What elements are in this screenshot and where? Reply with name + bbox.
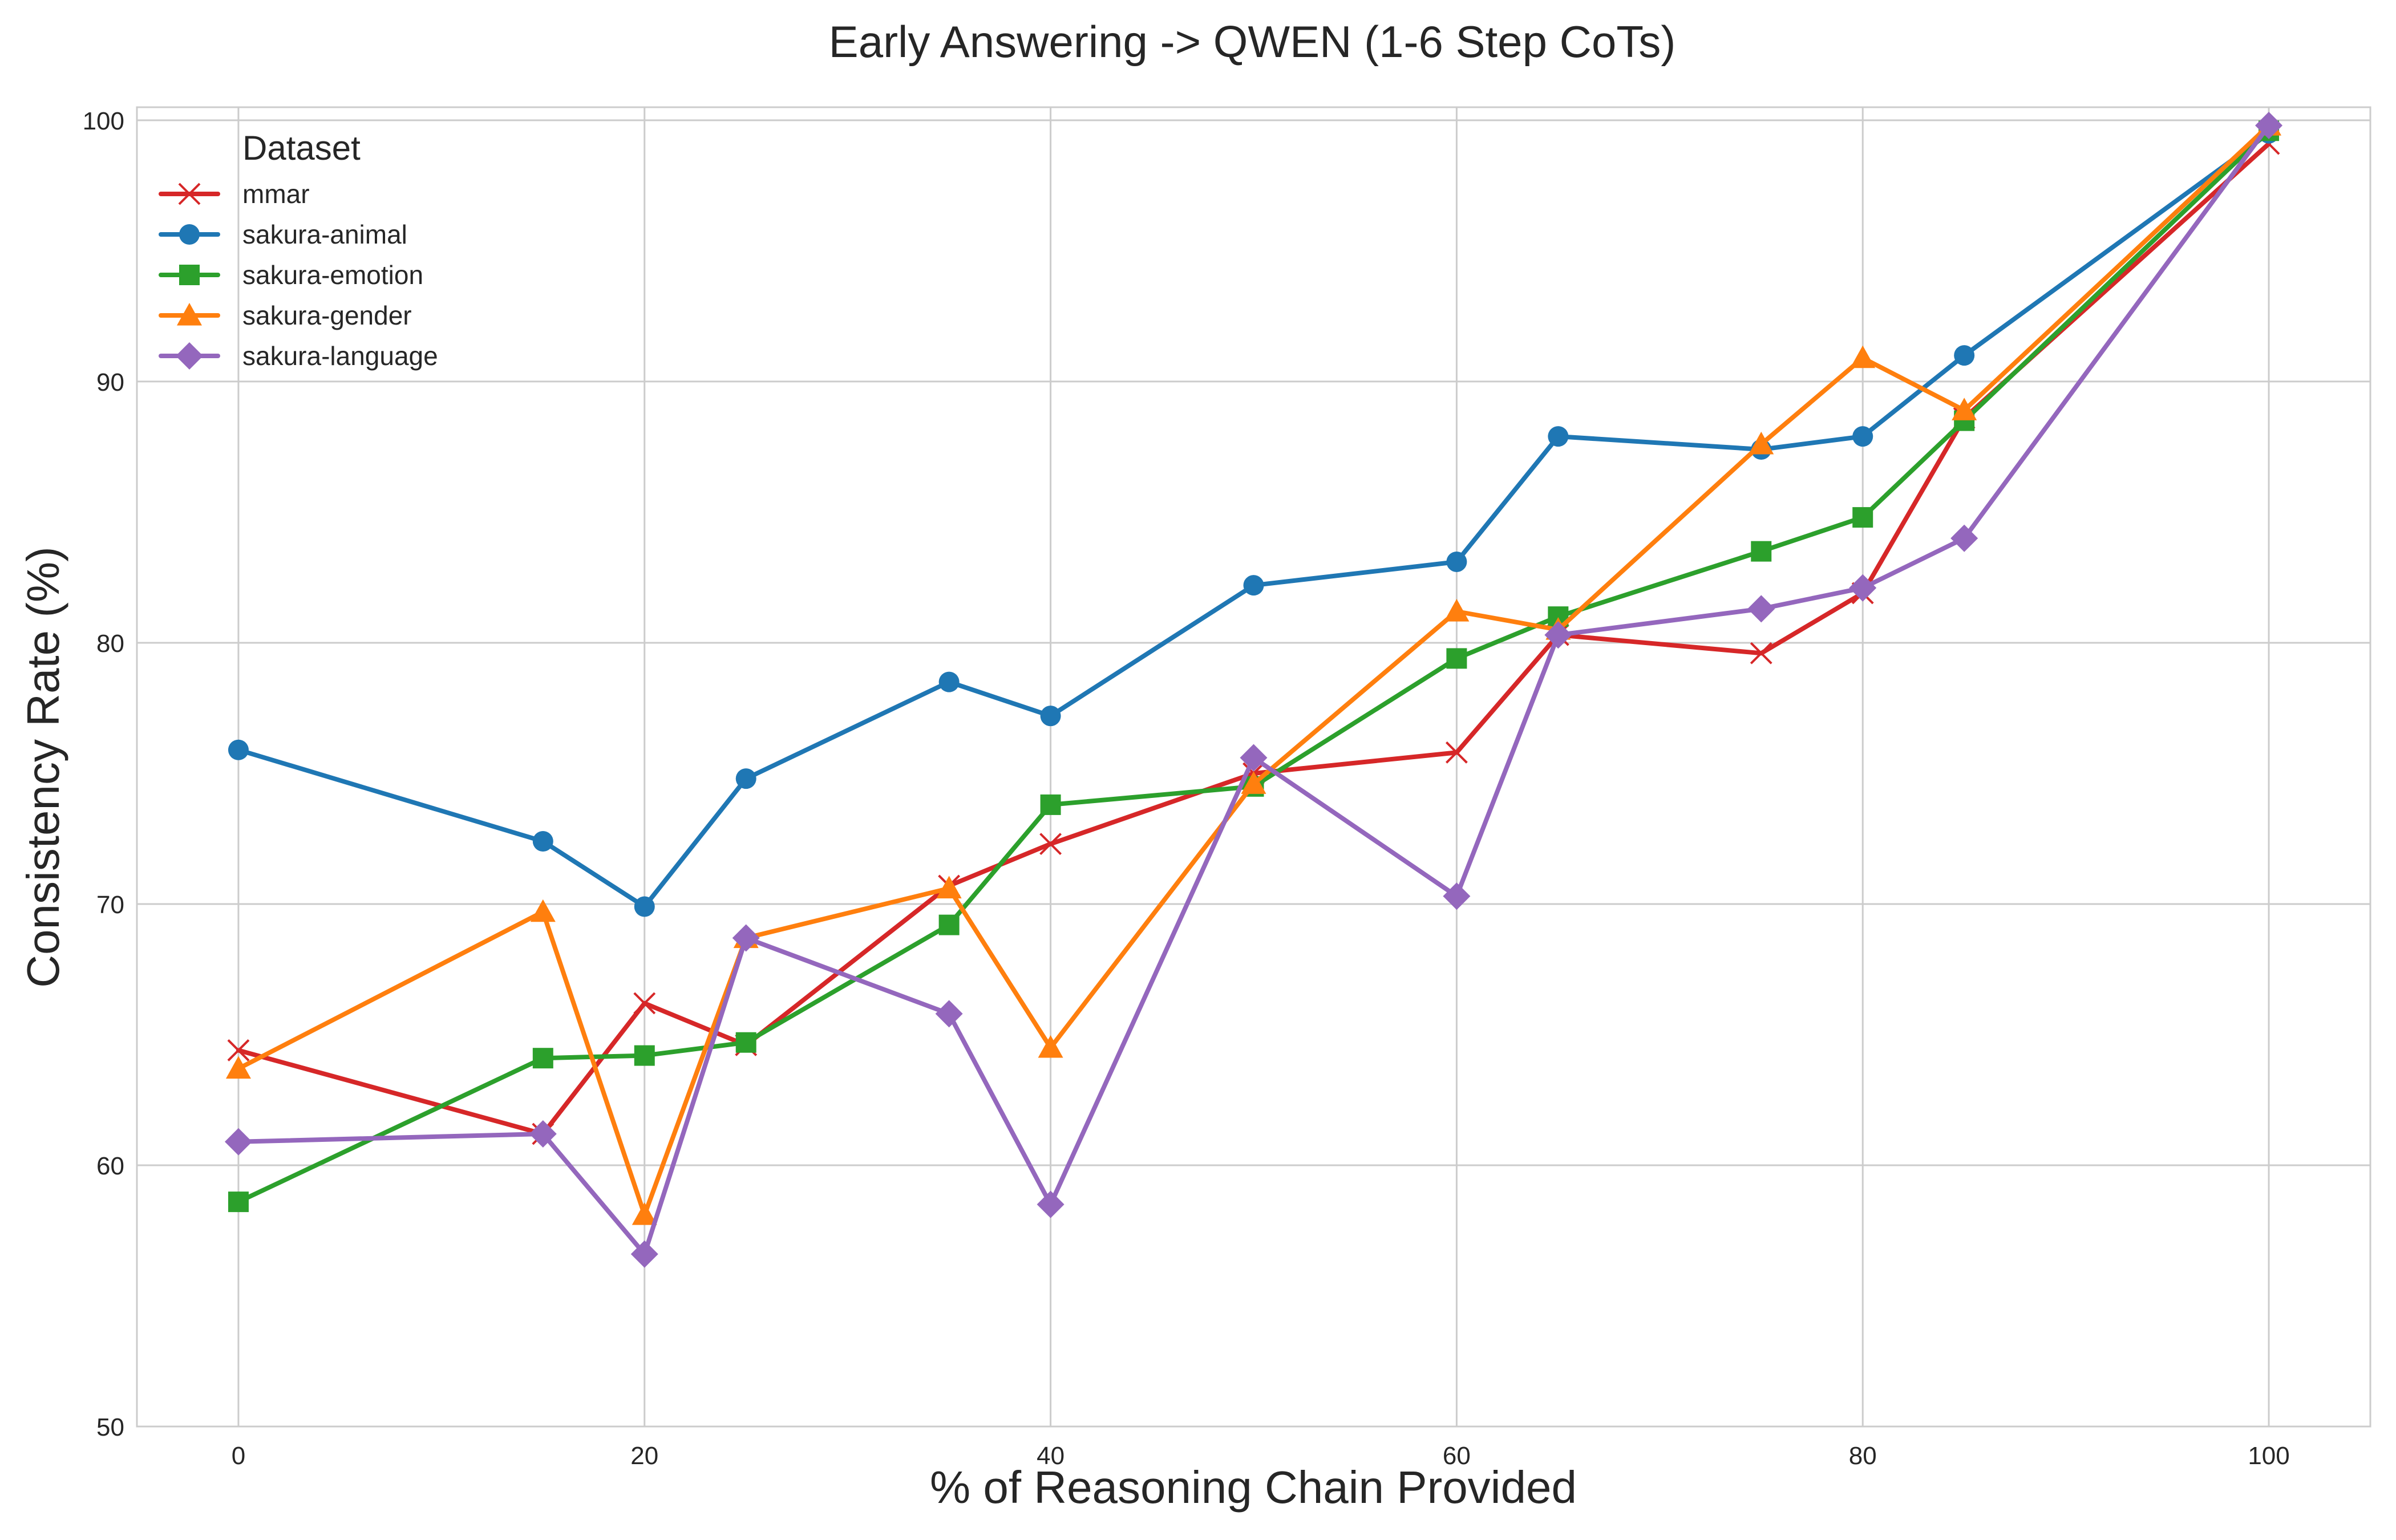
data-point-sakura-animal — [634, 896, 655, 917]
data-point-sakura-emotion — [1040, 794, 1061, 815]
data-point-sakura-emotion — [532, 1048, 553, 1069]
chart-title: Early Answering -> QWEN (1-6 Step CoTs) — [829, 17, 1676, 67]
series-sakura-language — [224, 112, 2283, 1268]
y-tick-label: 60 — [96, 1152, 124, 1180]
data-point-sakura-animal — [228, 739, 249, 760]
data-point-sakura-language — [529, 1120, 557, 1148]
data-point-sakura-animal — [1243, 575, 1264, 596]
data-point-sakura-language — [630, 1240, 658, 1268]
data-point-sakura-language — [935, 1000, 963, 1028]
legend-label: sakura-gender — [242, 301, 412, 330]
legend-item-sakura-animal: sakura-animal — [159, 220, 407, 249]
x-axis-label: % of Reasoning Chain Provided — [930, 1462, 1577, 1513]
data-point-sakura-animal — [532, 831, 553, 852]
data-point-sakura-language — [2255, 112, 2283, 140]
data-point-sakura-language — [1544, 621, 1572, 649]
x-tick-label: 60 — [1443, 1442, 1471, 1470]
data-point-mmar — [633, 992, 656, 1015]
data-point-sakura-gender — [225, 1056, 251, 1079]
data-point-sakura-animal — [1954, 345, 1975, 366]
data-point-sakura-emotion — [1446, 648, 1467, 669]
y-tick-label: 100 — [83, 107, 124, 135]
legend-title: Dataset — [242, 129, 361, 167]
y-tick-label: 50 — [96, 1413, 124, 1441]
data-point-mmar — [1445, 741, 1468, 764]
data-point-sakura-gender — [1952, 398, 1977, 420]
data-point-sakura-language — [1443, 882, 1471, 910]
data-point-sakura-gender — [1749, 431, 1774, 455]
data-point-sakura-gender — [530, 899, 556, 922]
x-tick-label: 40 — [1037, 1442, 1065, 1470]
legend-marker — [179, 265, 200, 285]
x-tick-label: 80 — [1849, 1442, 1877, 1470]
data-point-sakura-animal — [1446, 551, 1467, 572]
data-point-sakura-gender — [936, 876, 962, 899]
legend-item-sakura-emotion: sakura-emotion — [159, 260, 423, 290]
legend-label: mmar — [242, 179, 310, 209]
legend: Dataset mmar sakura-animal sakura-emotion s… — [159, 129, 438, 371]
legend-label: sakura-emotion — [242, 260, 423, 290]
data-point-sakura-gender — [1850, 345, 1876, 368]
legend-item-sakura-language: sakura-language — [159, 341, 438, 371]
data-point-sakura-emotion — [634, 1045, 655, 1066]
data-point-sakura-gender — [1038, 1035, 1063, 1058]
y-axis-label: Consistency Rate (%) — [18, 546, 68, 988]
series-group — [224, 112, 2283, 1268]
data-point-sakura-animal — [1548, 426, 1569, 447]
data-point-sakura-animal — [938, 671, 960, 692]
plot-frame — [136, 106, 2371, 1428]
y-tick-label: 90 — [96, 368, 124, 396]
y-tick-label: 80 — [96, 630, 124, 658]
data-point-sakura-language — [1747, 595, 1775, 623]
data-point-sakura-language — [1240, 744, 1268, 772]
y-tick-label: 70 — [96, 891, 124, 919]
legend-marker — [178, 183, 201, 205]
series-sakura-gender — [225, 113, 2282, 1225]
data-point-sakura-animal — [1852, 426, 1873, 447]
data-point-mmar — [227, 1039, 250, 1061]
data-point-sakura-emotion — [1751, 541, 1772, 562]
data-point-sakura-emotion — [228, 1192, 249, 1213]
x-tick-label: 0 — [232, 1442, 245, 1470]
legend-label: sakura-language — [242, 341, 438, 371]
x-tick-label: 20 — [630, 1442, 658, 1470]
data-point-sakura-language — [224, 1128, 252, 1156]
data-point-sakura-language — [1950, 524, 1978, 552]
legend-marker — [177, 303, 202, 326]
data-point-sakura-language — [1037, 1190, 1065, 1218]
data-point-sakura-gender — [632, 1202, 657, 1225]
legend-label: sakura-animal — [242, 220, 407, 249]
legend-marker — [179, 224, 200, 245]
legend-item-mmar: mmar — [159, 179, 310, 209]
axis-ticks: 0 20 40 60 80 100 50 60 70 80 90 100 — [83, 107, 2290, 1470]
x-tick-label: 100 — [2248, 1442, 2289, 1470]
data-point-sakura-emotion — [938, 914, 960, 935]
data-point-sakura-animal — [1040, 706, 1061, 727]
data-point-sakura-gender — [1241, 771, 1266, 794]
data-point-sakura-emotion — [735, 1032, 756, 1053]
data-point-sakura-gender — [1444, 598, 1470, 622]
data-point-sakura-language — [732, 924, 760, 952]
legend-item-sakura-gender: sakura-gender — [159, 301, 412, 330]
legend-marker — [176, 342, 203, 370]
data-point-sakura-emotion — [1852, 507, 1873, 528]
data-point-sakura-language — [1849, 574, 1877, 602]
data-point-mmar — [1750, 642, 1772, 664]
data-point-mmar — [1039, 833, 1062, 856]
data-point-sakura-animal — [735, 768, 756, 789]
